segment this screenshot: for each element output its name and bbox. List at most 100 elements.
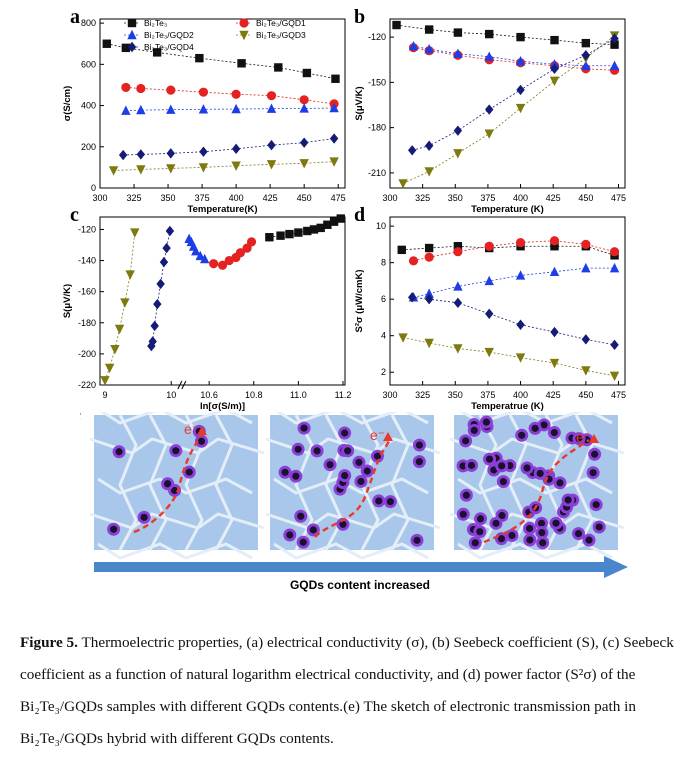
series-line [104,232,136,381]
data-point [424,243,434,253]
data-point [424,252,434,262]
data-point [424,293,434,305]
data-point [102,39,112,48]
data-point [398,333,408,343]
gqd-core [575,435,583,443]
data-point [166,148,175,159]
data-point [515,103,526,114]
series-1 [209,237,257,270]
panel-label-b: b [354,6,365,28]
gqd-core [294,445,302,453]
data-point [453,48,463,58]
x-axis-label: ln[σ(S/m)] [200,401,245,412]
data-point [121,43,131,53]
y-tick-label: -120 [368,32,386,42]
data-point [329,157,339,167]
data-point [153,298,162,310]
series-4 [147,225,175,352]
gqd-core [355,458,363,466]
gqd-core [357,477,365,486]
data-point [407,292,417,303]
x-tick-label: 350 [448,390,463,400]
data-point [484,275,494,286]
gqd-core [499,477,507,486]
data-point [484,129,494,139]
caption-text: Thermoelectric properties, (a) electrica… [20,634,674,747]
series-line [123,138,335,156]
gqd-core [115,448,123,456]
series-3 [100,228,140,386]
series-line [125,107,335,112]
data-point [162,242,171,254]
data-point [195,53,204,63]
gqd-core [344,447,352,455]
data-point [299,95,309,105]
gqd-core [386,498,394,506]
y-tick-label: 4 [381,331,386,341]
gqd-core [297,512,305,520]
data-point [195,250,205,261]
series-4 [118,133,339,161]
electron-path [133,431,205,534]
gqd-core [485,455,494,463]
data-point [309,225,319,234]
grain-boundary [214,414,234,551]
gqd-core [537,519,546,527]
plot-frame [389,216,626,386]
data-point [299,103,309,113]
x-tick-label: 325 [127,193,142,203]
electron-path-arrowhead [383,432,393,441]
gqd-core [163,480,172,488]
panel-label-c: c [70,205,79,226]
gqd-core [467,461,476,469]
grain-boundary [273,542,429,560]
data-point [125,270,135,280]
x-tick-label: 300 [382,390,397,400]
sketch-subpanel-1: e⁻ [89,412,265,560]
data-point [108,166,119,176]
data-point [549,76,560,87]
data-point [581,38,591,48]
grain-boundary [275,412,429,425]
data-point [453,149,463,159]
grain-boundary [294,414,314,551]
grain-boundary [324,414,344,551]
data-point [316,223,325,233]
data-point [610,339,619,351]
gqd-core [526,536,534,544]
data-point [130,228,140,238]
data-point [407,145,417,156]
grain-boundary [449,512,625,530]
gqd-core [300,424,308,432]
data-point [392,20,401,30]
y-tick-label: -120 [78,224,96,234]
y-tick-label: -140 [78,256,96,266]
data-point [424,25,434,34]
data-point [408,40,419,51]
grain-boundary [478,414,498,551]
data-point [581,366,591,376]
data-point [453,242,463,251]
series-3 [398,333,620,382]
grain-boundary [390,414,410,551]
data-point [516,319,525,330]
panel-label-e: e [80,412,81,425]
y-tick-label: -200 [78,349,96,359]
data-point [121,105,131,115]
panel-label-d: d [354,205,365,226]
x-tick-label: 350 [161,193,176,203]
data-point [299,137,309,148]
content-arrow-shaft [94,562,604,572]
electron-path [314,439,391,538]
data-point [453,28,463,37]
grain-boundary [118,414,138,551]
data-point [231,161,241,171]
x-axis-label: Temperature(K) [187,204,257,215]
data-point [231,89,241,99]
data-point [121,82,131,93]
data-point [484,51,494,61]
y-axis-label: S(μV/K) [354,86,365,120]
data-point [191,246,201,256]
gqd-core [476,515,485,523]
data-point [199,253,210,264]
